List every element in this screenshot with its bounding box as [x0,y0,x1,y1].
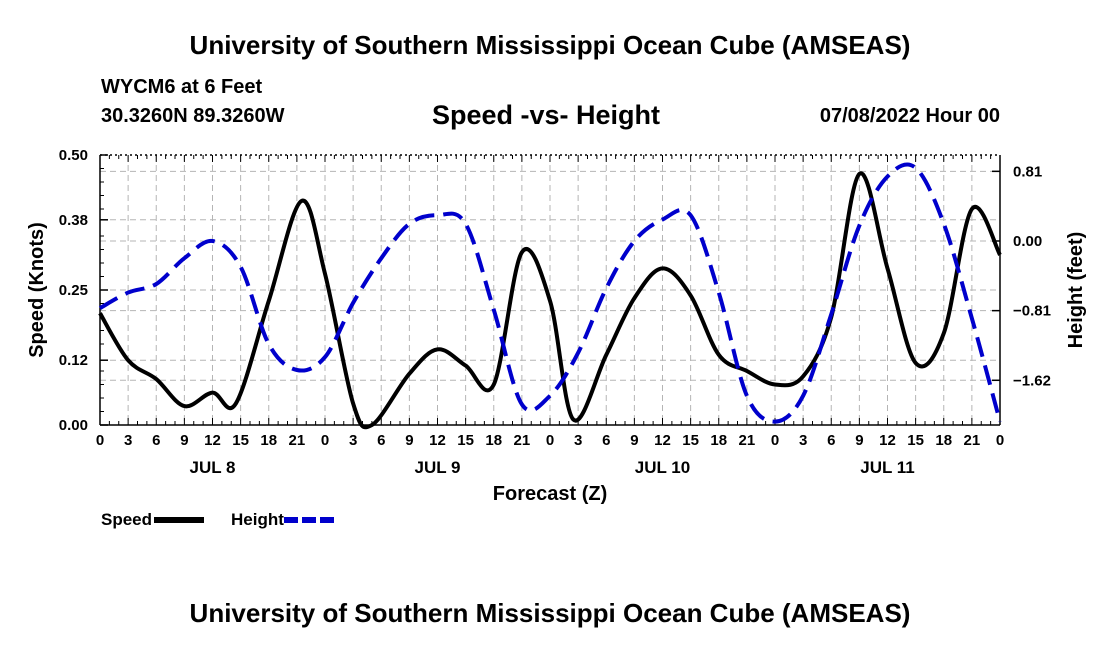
x-tick-label: 6 [602,432,610,449]
x-tick-label: 15 [682,432,699,449]
y2-tick-label: −1.62 [1013,372,1051,389]
x-tick-label: 9 [405,432,413,449]
x-tick-label: 3 [349,432,357,449]
series-line-height [99,162,1002,424]
x-tick-label: 18 [935,432,952,449]
x-tick-label: 0 [321,432,329,449]
x-tick-label: 12 [204,432,221,449]
x-tick-label: 12 [429,432,446,449]
day-label: JUL 8 [190,458,236,477]
x-tick-label: 6 [827,432,835,449]
station-label: WYCM6 at 6 Feet [101,76,263,98]
x-tick-label: 18 [260,432,277,449]
series-line-speed [98,171,1002,430]
day-label: JUL 11 [860,458,915,477]
x-tick-label: 0 [96,432,104,449]
x-tick-label: 3 [574,432,582,449]
x-tick-label: 3 [124,432,132,449]
y-tick-label: 0.25 [59,282,88,299]
y-tick-label: 0.50 [59,147,88,164]
x-tick-label: 15 [232,432,249,449]
footer-title: University of Southern Mississippi Ocean… [189,598,911,628]
x-tick-label: 6 [152,432,160,449]
legend-height-swatch [283,517,334,523]
y2-tick-label: −0.81 [1013,303,1051,320]
forecast-datetime: 07/08/2022 Hour 00 [819,105,1000,127]
y-tick-label: 0.00 [59,417,88,434]
station-coordinates: 30.3260N 89.3260W [101,105,285,127]
x-tick-label: 6 [377,432,385,449]
legend-speed-swatch [154,517,205,523]
chart-subtitle: Speed -vs- Height [432,100,661,130]
day-label: JUL 9 [415,458,461,477]
x-tick-label: 9 [855,432,863,449]
x-tick-label: 21 [739,432,756,449]
x-tick-label: 21 [289,432,306,449]
x-tick-label: 15 [907,432,924,449]
day-label: JUL 10 [635,458,690,477]
legend-height: Height [231,510,334,530]
legend-height-label: Height [231,510,284,529]
x-tick-label: 0 [546,432,554,449]
page-title: University of Southern Mississippi Ocean… [189,30,911,60]
y-tick-label: 0.12 [59,352,88,369]
y2-tick-label: 0.81 [1013,163,1042,180]
x-tick-label: 12 [654,432,671,449]
x-axis-title: Forecast (Z) [493,483,607,505]
x-tick-label: 18 [710,432,727,449]
x-tick-label: 18 [485,432,502,449]
y-tick-label: 0.38 [59,212,88,229]
x-tick-label: 21 [514,432,531,449]
x-tick-label: 3 [799,432,807,449]
y2-axis-title: Height (feet) [1065,232,1087,349]
x-tick-label: 0 [771,432,779,449]
x-tick-label: 15 [457,432,474,449]
x-tick-label: 9 [180,432,188,449]
x-tick-label: 12 [879,432,896,449]
y2-tick-label: 0.00 [1013,233,1042,250]
legend-speed: Speed [101,510,205,530]
x-tick-label: 0 [996,432,1004,449]
x-tick-label: 21 [964,432,981,449]
legend-speed-label: Speed [101,510,153,529]
y-axis-title: Speed (Knots) [26,222,48,358]
x-tick-label: 9 [630,432,638,449]
